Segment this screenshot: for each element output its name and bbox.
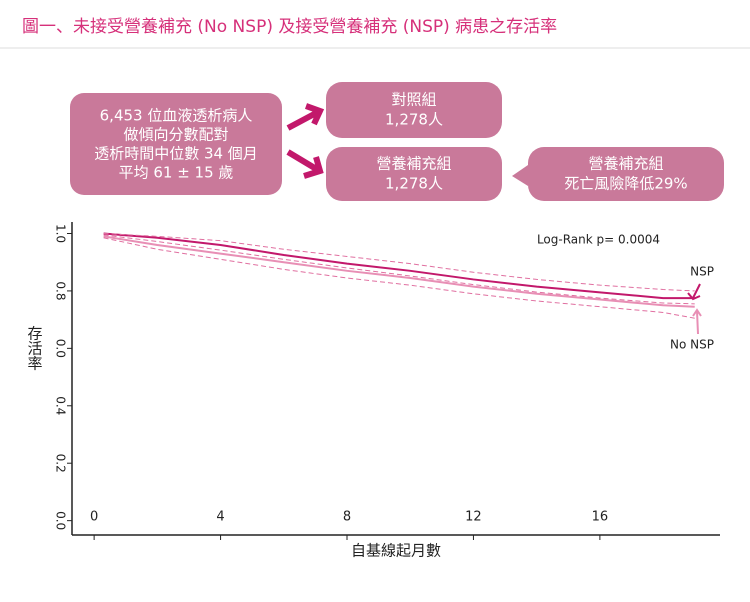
ci-line [103,234,695,305]
arrow-control [286,103,325,131]
box-text: 透析時間中位數 34 個月 [94,145,258,163]
x-tick-label: 16 [592,510,609,525]
x-tick-label: 0 [90,510,98,525]
nsp-pointer [687,283,701,301]
box-text: 營養補充組 [588,155,663,173]
result-box [528,147,724,201]
treatment-box [326,147,502,201]
y-axis-label: 存活率 [26,326,44,371]
box-text: 營養補充組 [376,155,451,173]
y-tick-label: 0.0 [54,511,68,530]
box-text: 對照組 [391,91,436,109]
x-tick-label: 12 [465,510,482,525]
box-text: 6,453 位血液透析病人 [100,107,253,125]
arrow-treatment [286,149,324,179]
box-text: 1,278人 [385,111,443,129]
y-tick-label: 1.0 [54,224,68,243]
box-text: 平均 61 ± 15 歲 [119,164,234,182]
ci-line [103,237,695,319]
box-text: 1,278人 [385,175,443,193]
series-label: No NSP [670,338,714,352]
y-tick-label: 0.0 [54,339,68,358]
x-tick-label: 4 [216,510,224,525]
result-pointer [512,165,528,186]
x-tick-label: 8 [343,510,351,525]
survival-line [103,232,695,300]
source-box [70,93,282,195]
box-text: 做傾向分數配對 [123,126,228,144]
x-axis-label: 自基線起月數 [351,542,441,560]
survival-line [103,235,695,308]
annotation: Log-Rank p= 0.0004 [537,233,660,247]
y-tick-label: 0.4 [54,396,68,415]
arrows [286,103,325,179]
y-tick-label: 0.2 [54,454,68,473]
box-text: 死亡風險降低29% [564,175,687,193]
control-box [326,82,502,138]
ci-line [103,232,695,292]
series-label: NSP [690,265,714,279]
title: 圖一、未接受營養補充 (No NSP) 及接受營養補充 (NSP) 病患之存活率 [22,17,557,37]
no-nsp-pointer [692,308,702,335]
y-tick-label: 0.8 [54,281,68,300]
